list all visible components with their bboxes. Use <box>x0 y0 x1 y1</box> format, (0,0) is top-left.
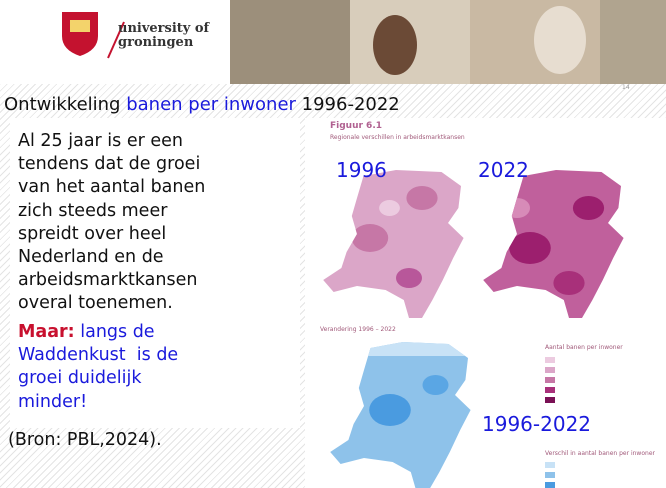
title-text: Ontwikkeling <box>4 94 126 115</box>
body-line: Nederland en de <box>18 246 164 269</box>
map-label: 2022 <box>478 158 529 182</box>
line-text: arbeidsmarktkansen <box>18 270 197 290</box>
emphasis-line: groei duidelijk <box>18 367 141 390</box>
emphasis-line: Maar: langs de <box>18 321 155 344</box>
body-line: zich steeds meer <box>18 200 167 223</box>
legend-title: Aantal banen per inwoner <box>545 344 623 351</box>
body-line: van het aantal banen <box>18 176 205 199</box>
line-text: Al 25 jaar is er een <box>18 131 183 151</box>
line-text: Nederland en de <box>18 247 164 267</box>
emphasis-text: Waddenkust is de <box>18 345 178 365</box>
map-label: 1996 <box>336 158 387 182</box>
body-line: spreidt over heel <box>18 223 166 246</box>
line-text: van het aantal banen <box>18 177 205 197</box>
line-text: spreidt over heel <box>18 224 166 244</box>
figure-subtitle: Regionale verschillen in arbeidsmarktkan… <box>330 134 465 141</box>
slide: university ofgroningen 14 Ontwikkeling b… <box>0 0 666 488</box>
slide-title: Ontwikkeling banen per inwoner 1996-2022 <box>4 94 400 115</box>
photo-person <box>373 15 417 75</box>
photo-person <box>534 6 586 74</box>
emphasis-text: groei duidelijk <box>18 368 141 388</box>
page-number: 14 <box>622 84 630 91</box>
source: (Bron: PBL,2024). <box>8 429 162 452</box>
line-text: tendens dat de groei <box>18 154 200 174</box>
logo-line: university of <box>118 21 209 36</box>
map-label: 1996-2022 <box>482 412 591 436</box>
emphasis-line: Waddenkust is de <box>18 344 178 367</box>
line-text: zich steeds meer <box>18 201 167 221</box>
logo-detail <box>70 20 90 32</box>
title-text: 1996-2022 <box>296 94 400 115</box>
legend-title: Verschil in aantal banen per inwoner <box>545 450 655 457</box>
change-title: Verandering 1996 – 2022 <box>320 326 396 333</box>
emphasis-line: minder! <box>18 391 87 414</box>
body-line: overal toenemen. <box>18 292 173 315</box>
title-highlight: banen per inwoner <box>126 94 296 115</box>
emphasis-text: minder! <box>18 392 87 412</box>
line-text: overal toenemen. <box>18 293 173 313</box>
photo-part <box>230 0 350 84</box>
body-line: arbeidsmarktkansen <box>18 269 197 292</box>
emphasis-word: Maar: <box>18 322 75 342</box>
logo-line: groningen <box>118 35 193 50</box>
body-line: Al 25 jaar is er een <box>18 130 183 153</box>
photo-part <box>600 0 666 84</box>
emphasis-text: langs de <box>75 322 155 342</box>
body-line: tendens dat de groei <box>18 153 200 176</box>
figure-caption: Figuur 6.1 <box>330 121 382 131</box>
source-text: (Bron: PBL,2024). <box>8 430 162 450</box>
